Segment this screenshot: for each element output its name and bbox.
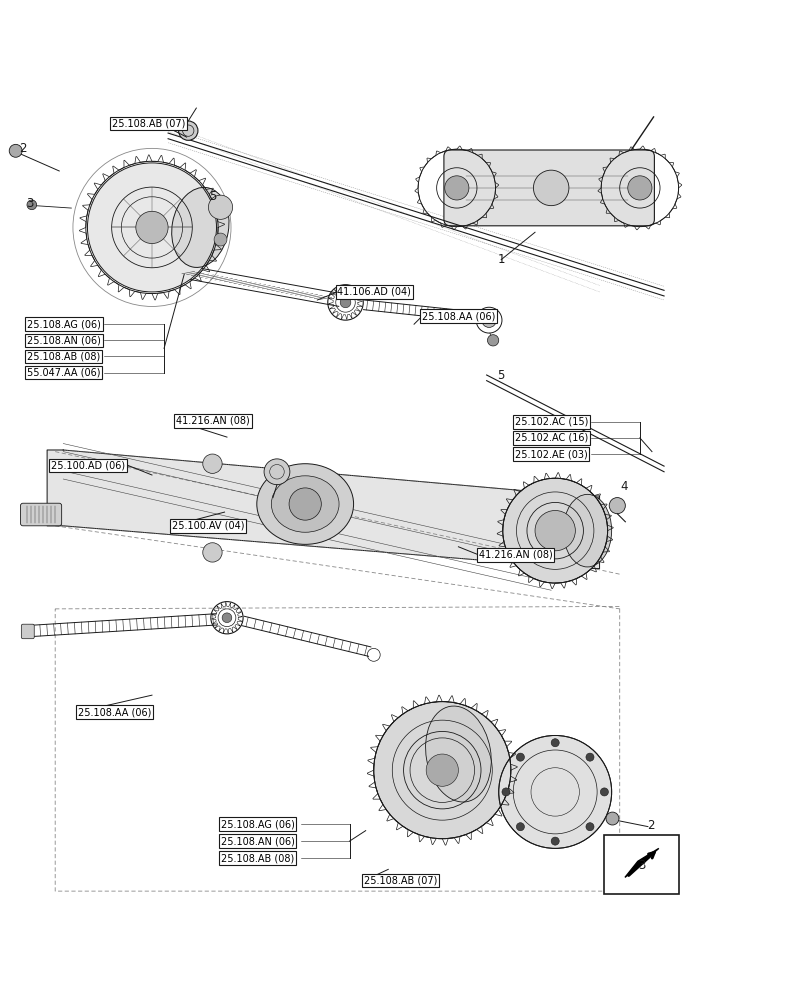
Circle shape bbox=[551, 739, 559, 747]
Text: 25.108.AB (07): 25.108.AB (07) bbox=[363, 876, 437, 886]
Ellipse shape bbox=[425, 706, 491, 802]
Circle shape bbox=[627, 176, 651, 200]
Circle shape bbox=[586, 753, 594, 761]
Text: 25.102.AC (16): 25.102.AC (16) bbox=[514, 433, 587, 443]
Text: 25.100.AD (06): 25.100.AD (06) bbox=[51, 460, 125, 470]
Circle shape bbox=[534, 510, 575, 551]
Ellipse shape bbox=[563, 494, 611, 567]
Circle shape bbox=[135, 211, 168, 244]
Circle shape bbox=[88, 163, 217, 292]
Circle shape bbox=[203, 543, 222, 562]
Circle shape bbox=[208, 195, 232, 219]
FancyBboxPatch shape bbox=[21, 624, 34, 639]
Circle shape bbox=[619, 848, 627, 856]
Circle shape bbox=[214, 233, 227, 246]
Text: 25.100.AV (04): 25.100.AV (04) bbox=[172, 521, 244, 531]
Polygon shape bbox=[624, 848, 658, 877]
Text: 4: 4 bbox=[620, 480, 627, 493]
Circle shape bbox=[203, 454, 222, 473]
Circle shape bbox=[9, 144, 22, 157]
Text: 3: 3 bbox=[26, 197, 33, 210]
Text: 2: 2 bbox=[19, 142, 27, 155]
Text: 25.108.AB (08): 25.108.AB (08) bbox=[221, 853, 294, 863]
Text: 25.108.AA (06): 25.108.AA (06) bbox=[78, 707, 151, 717]
Circle shape bbox=[289, 488, 321, 520]
Text: 1: 1 bbox=[497, 253, 504, 266]
Text: 25.108.AA (06): 25.108.AA (06) bbox=[422, 311, 495, 321]
Circle shape bbox=[516, 753, 524, 761]
Text: 41.216.AN (08): 41.216.AN (08) bbox=[478, 550, 551, 560]
Polygon shape bbox=[47, 450, 599, 569]
Circle shape bbox=[502, 478, 607, 583]
Text: 25.108.AN (06): 25.108.AN (06) bbox=[27, 335, 101, 345]
Text: 25.108.AN (06): 25.108.AN (06) bbox=[221, 836, 294, 846]
Circle shape bbox=[533, 170, 569, 206]
Circle shape bbox=[487, 335, 498, 346]
FancyBboxPatch shape bbox=[444, 150, 654, 226]
Text: 3: 3 bbox=[637, 859, 646, 872]
Text: 25.102.AC (15): 25.102.AC (15) bbox=[514, 417, 587, 427]
Text: 55.047.AA (06): 55.047.AA (06) bbox=[27, 368, 101, 378]
Text: 41.106.AD (04): 41.106.AD (04) bbox=[337, 287, 411, 297]
Text: 25.108.AG (06): 25.108.AG (06) bbox=[27, 319, 101, 329]
Circle shape bbox=[481, 313, 496, 327]
Circle shape bbox=[551, 837, 559, 845]
Circle shape bbox=[605, 812, 618, 825]
Circle shape bbox=[599, 788, 607, 796]
Circle shape bbox=[516, 823, 524, 831]
FancyBboxPatch shape bbox=[20, 503, 62, 526]
Text: 25.102.AE (03): 25.102.AE (03) bbox=[514, 449, 587, 459]
Circle shape bbox=[498, 735, 611, 848]
Circle shape bbox=[340, 297, 350, 308]
Ellipse shape bbox=[256, 464, 353, 544]
Circle shape bbox=[373, 702, 510, 839]
Text: 25.108.AG (06): 25.108.AG (06) bbox=[221, 819, 294, 829]
Circle shape bbox=[586, 823, 594, 831]
Circle shape bbox=[426, 754, 458, 786]
Text: 5: 5 bbox=[497, 369, 504, 382]
Ellipse shape bbox=[271, 476, 339, 532]
Circle shape bbox=[444, 176, 468, 200]
Text: 25.108.AB (07): 25.108.AB (07) bbox=[111, 118, 185, 128]
Bar bbox=[603, 835, 678, 894]
Circle shape bbox=[608, 498, 624, 514]
Text: 5: 5 bbox=[208, 190, 216, 203]
Circle shape bbox=[222, 613, 231, 623]
Text: 41.216.AN (08): 41.216.AN (08) bbox=[176, 416, 250, 426]
Circle shape bbox=[264, 459, 290, 485]
Circle shape bbox=[501, 788, 509, 796]
Circle shape bbox=[27, 200, 36, 210]
Text: 2: 2 bbox=[646, 819, 654, 832]
Circle shape bbox=[178, 121, 198, 140]
Ellipse shape bbox=[171, 187, 229, 267]
Text: 25.108.AB (08): 25.108.AB (08) bbox=[27, 351, 100, 361]
